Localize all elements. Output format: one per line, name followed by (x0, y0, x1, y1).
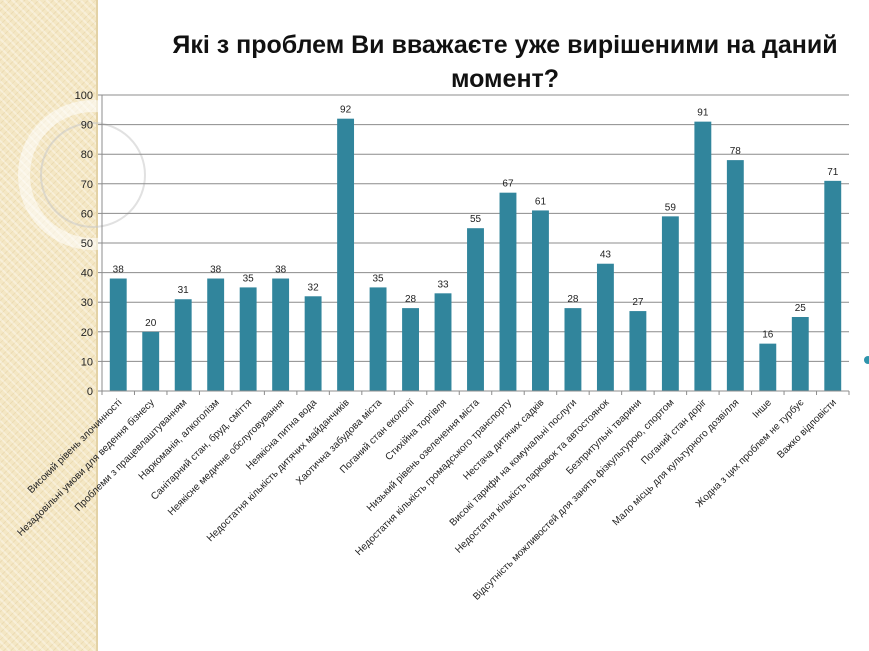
bars (109, 118, 842, 392)
y-tick-label: 30 (81, 297, 93, 309)
y-tick-label: 80 (81, 149, 93, 161)
bar (467, 228, 484, 391)
y-axis: 0 10 20 30 40 50 60 70 80 90 100 (75, 90, 102, 398)
y-tick-label: 50 (81, 238, 93, 250)
chart-title: Які з проблем Ви вважаєте уже вирішеними… (172, 31, 838, 93)
bar-value-label: 28 (567, 294, 579, 305)
axes (101, 95, 850, 395)
bar (564, 308, 582, 391)
bar-value-label: 32 (308, 282, 320, 293)
bar (369, 287, 387, 391)
bar-value-label: 91 (697, 108, 709, 119)
x-category-label: Інше (751, 397, 775, 421)
bar-value-label: 35 (243, 273, 255, 284)
bar-value-label: 35 (373, 273, 385, 284)
y-tick-label: 0 (87, 386, 93, 398)
x-category-label: Недостатня кількість парковок та автосто… (453, 397, 612, 556)
y-tick-label: 10 (81, 356, 93, 368)
bar (174, 299, 192, 391)
bar-value-label: 78 (730, 146, 742, 157)
x-category-label: Неякісне медичне обслуговування (165, 397, 286, 518)
value-labels: 38 20 31 38 35 38 32 92 35 28 33 55 67 61 28 43 27 59 91 78… (113, 105, 839, 341)
x-category-label: Незадовільні умови для ведення бізнесу (15, 397, 157, 539)
bar-value-label: 38 (113, 265, 125, 276)
x-category-label: Стихійна торгівля (383, 397, 449, 463)
bar (304, 296, 322, 391)
bar (207, 278, 225, 391)
slide-marker-dot (864, 356, 869, 364)
bar-value-label: 28 (405, 294, 417, 305)
bar (142, 331, 160, 391)
bar (402, 308, 419, 391)
bar-value-label: 71 (827, 167, 839, 178)
bar (272, 278, 290, 391)
bar-value-label: 67 (502, 179, 514, 190)
bar-value-label: 38 (210, 265, 222, 276)
bar-value-label: 55 (470, 214, 482, 225)
bar-value-label: 20 (145, 318, 157, 329)
bar-value-label: 27 (632, 297, 644, 308)
bar (824, 180, 842, 391)
bar-value-label: 33 (437, 279, 449, 290)
bar (629, 311, 647, 391)
y-tick-label: 60 (81, 208, 93, 220)
bar-value-label: 59 (665, 202, 677, 213)
side-panel-edge (96, 0, 98, 651)
y-tick-label: 100 (75, 90, 93, 102)
bar-value-label: 38 (275, 265, 287, 276)
bar (694, 121, 712, 391)
bar-value-label: 61 (535, 196, 547, 207)
bar-value-label: 31 (178, 285, 190, 296)
bar-value-label: 16 (762, 330, 774, 341)
y-tick-label: 70 (81, 179, 93, 191)
bar (434, 293, 452, 391)
bar-value-label: 43 (600, 250, 612, 261)
bar (726, 160, 744, 391)
bar-value-label: 92 (340, 105, 352, 116)
bar (532, 210, 549, 391)
bar (661, 216, 679, 391)
y-tick-label: 40 (81, 268, 93, 280)
bar (239, 287, 257, 391)
bar (759, 343, 777, 391)
decorative-inner-ring (40, 122, 146, 228)
y-tick-label: 90 (81, 120, 93, 132)
bar (596, 263, 614, 391)
bar (109, 278, 127, 391)
x-category-label: Проблеми з працевлаштуванням (72, 397, 189, 514)
y-tick-label: 20 (81, 327, 93, 339)
bar (499, 192, 517, 391)
bar-value-label: 25 (795, 303, 807, 314)
x-category-label: Важко відповісти (775, 397, 838, 460)
bar (337, 118, 355, 392)
bar (791, 317, 809, 391)
